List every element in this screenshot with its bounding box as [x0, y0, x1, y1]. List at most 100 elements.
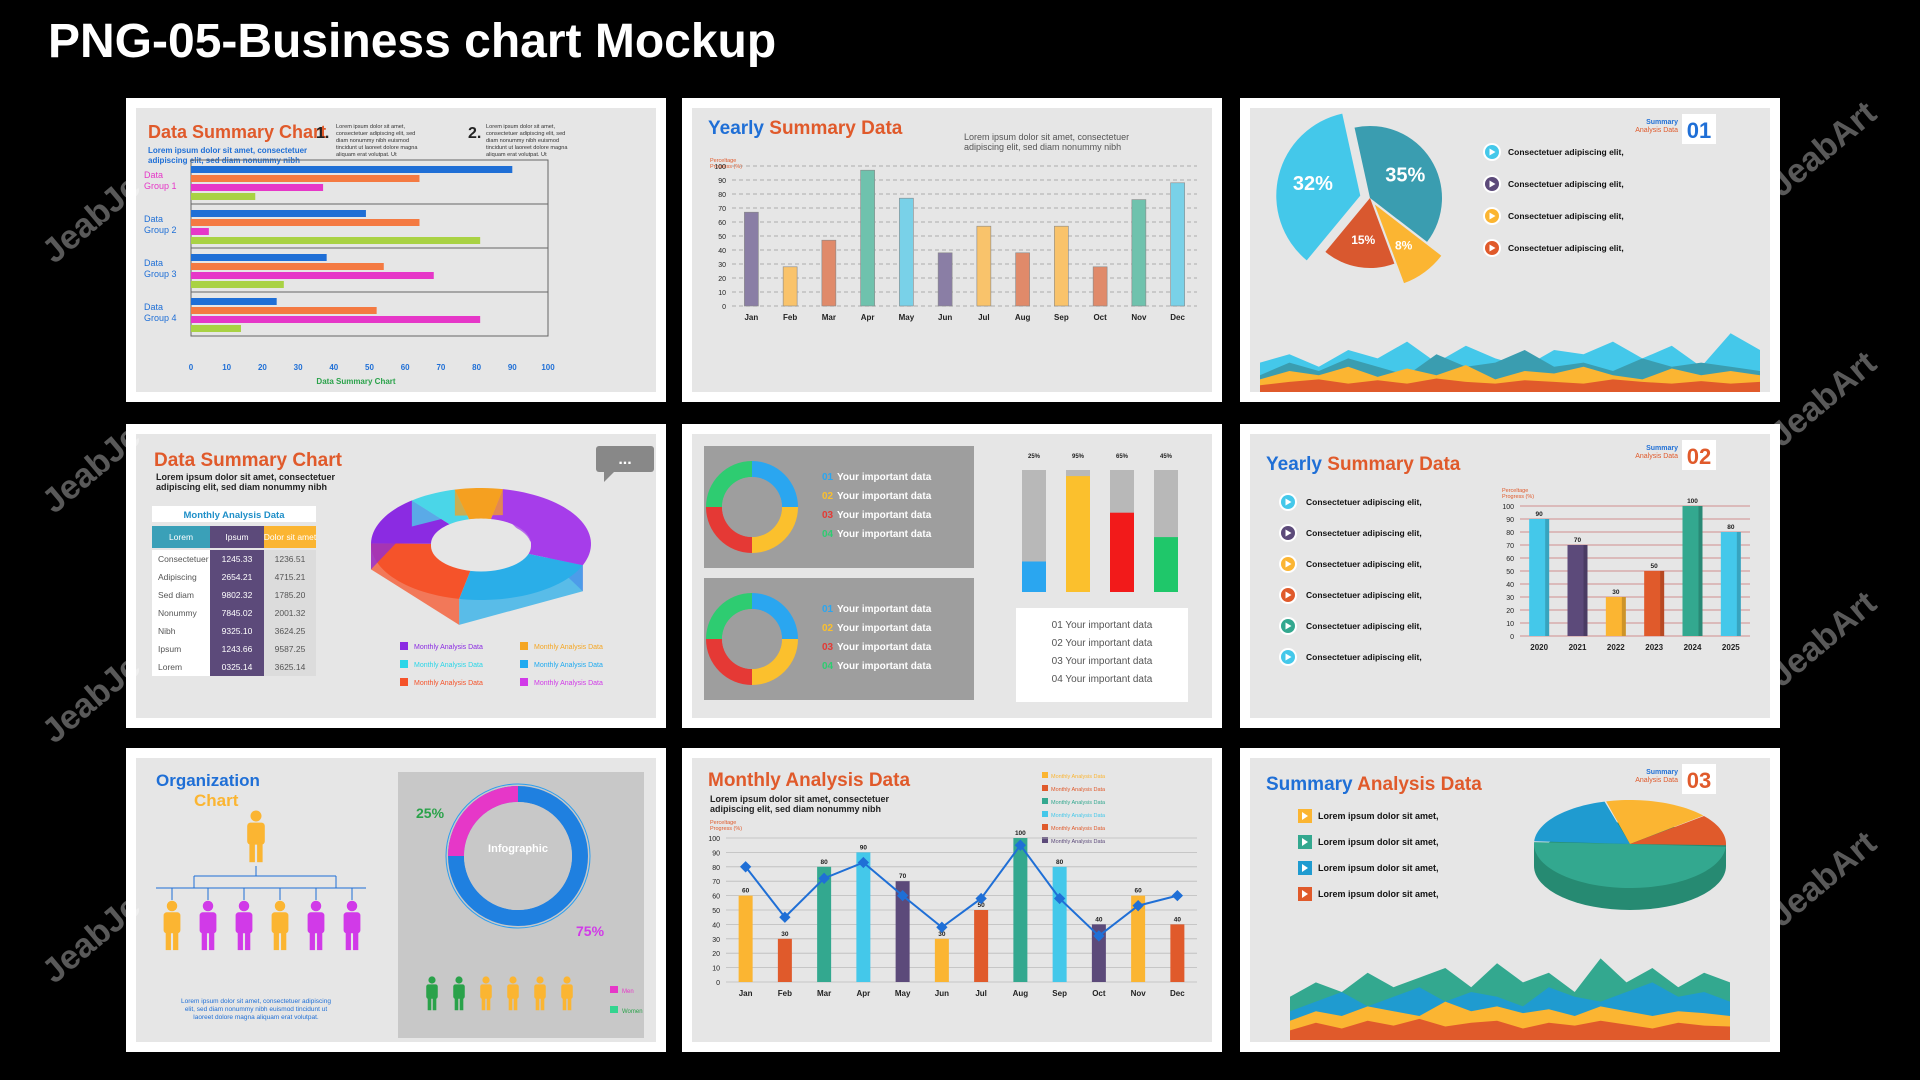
table-header: Ipsum	[225, 532, 248, 542]
bar	[1131, 199, 1147, 307]
table-header: Lorem	[169, 532, 193, 542]
tick-label: 80	[472, 363, 481, 372]
legend-text: Monthly Analysis Data	[1051, 774, 1106, 780]
note-line: diam nonummy nibh euismod	[486, 138, 559, 144]
table-cell: 3624.25	[275, 626, 306, 636]
legend-men-swatch	[610, 986, 618, 993]
bar	[1022, 561, 1046, 592]
tick-label: 100	[708, 836, 720, 843]
table-title-bg	[152, 506, 316, 522]
data-label: 80	[1056, 859, 1064, 866]
tick-label: 20	[718, 276, 726, 283]
trend-point	[1171, 889, 1184, 902]
table-cell-bg	[210, 586, 264, 604]
table-cell: Lorem	[158, 662, 182, 672]
pie-slice	[1354, 126, 1442, 242]
bar	[191, 228, 209, 235]
list-item: 01 Your important data	[1052, 620, 1153, 631]
person-body	[163, 912, 181, 934]
legend-text: Consectetuer adipiscing elit,	[1508, 243, 1624, 253]
note-line: diam nonummy nibh euismod	[336, 138, 409, 144]
category-label: Nov	[1131, 313, 1147, 322]
category-label: Jul	[978, 313, 990, 322]
bar	[191, 237, 481, 244]
watermark: JeabArt	[1762, 583, 1884, 695]
legend-text: Consectetuer adipiscing elit,	[1306, 652, 1422, 662]
table-cell-bg	[152, 622, 210, 640]
item-number: 04	[822, 661, 834, 672]
person-leg	[209, 931, 215, 951]
tick-label: 30	[718, 262, 726, 269]
legend-swatch	[520, 678, 528, 686]
bar	[191, 298, 277, 305]
y-caption-2: Progress (%)	[1502, 494, 1534, 500]
table-cell-bg	[210, 550, 264, 568]
category-label: Oct	[1093, 313, 1107, 322]
pct-a: 25%	[416, 805, 445, 821]
bar	[937, 252, 953, 307]
bar	[817, 866, 832, 982]
tick-label: 80	[718, 192, 726, 199]
person-leg	[481, 997, 486, 1011]
note-line: aliquam erat volutpat. Ut	[336, 152, 397, 158]
slice-label: 32%	[1293, 173, 1333, 195]
data-label: 70	[899, 873, 907, 880]
pct-b: 75%	[576, 923, 605, 939]
bar	[744, 211, 759, 307]
data-label: 70	[1574, 537, 1582, 544]
speech-bubble-tail	[604, 472, 614, 482]
bar	[191, 263, 384, 270]
note-line: tincidunt ut laoreet dolore magna	[336, 145, 418, 151]
data-label: 50	[978, 902, 986, 909]
tick-label: 90	[718, 178, 726, 185]
table-header-cell	[152, 526, 210, 548]
table-cell: Consectetuer	[158, 554, 209, 564]
number-badge-text: 02	[1687, 444, 1711, 469]
subtitle-line-2: adipiscing elit, sed diam nonummy nibh	[710, 804, 881, 814]
table-header-cell	[210, 526, 264, 548]
person-leg	[201, 931, 207, 951]
summary-pie-03: Summary Analysis Data Summary Analysis D…	[1266, 764, 1730, 1040]
category-label: Mar	[822, 313, 836, 322]
bar	[1682, 506, 1703, 636]
point-number-2: 2.	[468, 125, 481, 142]
bar-shade	[1545, 519, 1550, 636]
bar	[1013, 838, 1028, 982]
ring-segment	[448, 786, 518, 856]
person-leg	[513, 997, 518, 1011]
person-head	[274, 900, 286, 912]
data-label: 90	[860, 844, 868, 851]
tick-label: 40	[329, 363, 338, 372]
subtitle-line-1: Lorem ipsum dolor sit amet, consectetuer	[156, 472, 336, 482]
tick-label: 20	[1506, 608, 1514, 615]
category-label: 2025	[1722, 643, 1740, 652]
bar	[191, 307, 377, 314]
subtitle-line-2: adipiscing elit, sed diam nonummy nibh	[964, 142, 1121, 152]
donut-slice	[371, 500, 450, 544]
corner-label-2: Analysis Data	[1635, 453, 1678, 460]
bar	[976, 225, 992, 307]
bar-shade	[1736, 532, 1741, 636]
org-title: Organization	[156, 771, 260, 790]
table-cell: 1785.20	[275, 590, 306, 600]
number-badge-text: 01	[1687, 118, 1711, 143]
category-label: Jun	[938, 313, 952, 322]
person-leg	[273, 931, 279, 951]
tick-label: 60	[401, 363, 410, 372]
trend-point	[896, 889, 909, 902]
person-leg	[249, 842, 255, 863]
category-label: Jan	[744, 313, 758, 322]
corner-label-1: Summary	[1646, 119, 1678, 126]
category-label: Data	[144, 302, 163, 312]
table-cell: 2654.21	[222, 572, 253, 582]
table-cell: Nibh	[158, 626, 176, 636]
donut-segment	[752, 507, 798, 553]
donut-slice	[411, 489, 470, 525]
category-label: Feb	[783, 313, 797, 322]
play-icon	[1302, 864, 1308, 872]
legend-text: Monthly Analysis Data	[534, 680, 603, 687]
legend-swatch	[1042, 811, 1048, 817]
category-label: May	[899, 313, 915, 322]
tick-label: 0	[722, 304, 726, 311]
org-text-1: Lorem ipsum dolor sit amet, consectetuer…	[181, 998, 331, 1005]
